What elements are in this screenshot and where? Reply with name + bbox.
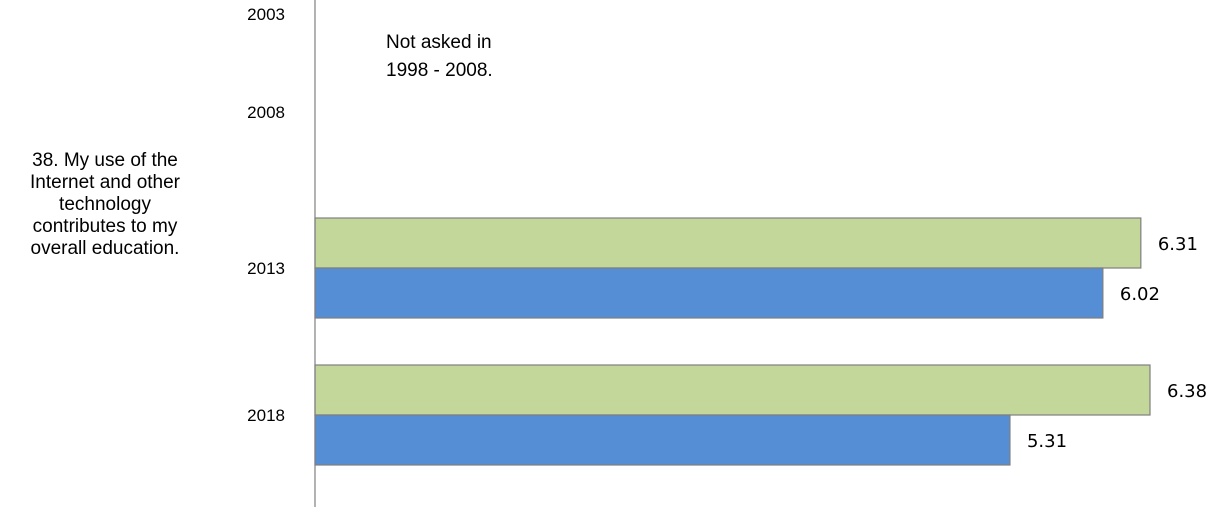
bar-value-label: 5.31: [1027, 431, 1067, 452]
bar-series-1: [314, 217, 1142, 269]
category-tick-labels: 2003 2008 2013 2018: [247, 5, 285, 425]
category-tick-label: 2008: [247, 103, 285, 122]
question-label: 38. My use of the Internet and other tec…: [0, 150, 210, 260]
bars-group: [314, 217, 1151, 466]
question-line: Internet and other: [30, 172, 180, 193]
annotation-line: 1998 - 2008.: [386, 60, 493, 81]
question-line: contributes to my: [32, 216, 178, 237]
bar-value-label: 6.31: [1158, 234, 1198, 255]
category-tick-label: 2018: [247, 406, 285, 425]
category-tick-label: 2013: [247, 259, 285, 278]
category-tick-label: 2003: [247, 5, 285, 24]
not-asked-annotation: Not asked in 1998 - 2008.: [386, 32, 493, 81]
bar-series-1: [314, 364, 1151, 416]
question-line: technology: [59, 194, 151, 215]
bar-series-2: [314, 414, 1011, 466]
bar-value-label: 6.02: [1120, 284, 1160, 305]
question-line: overall education.: [30, 238, 180, 259]
question-line: 38. My use of the: [32, 150, 178, 171]
data-labels-group: 6.31 6.38 6.02 5.31: [1027, 234, 1207, 452]
bar-series-2: [314, 267, 1104, 319]
annotation-line: Not asked in: [386, 32, 492, 53]
bar-value-label: 6.38: [1167, 381, 1207, 402]
